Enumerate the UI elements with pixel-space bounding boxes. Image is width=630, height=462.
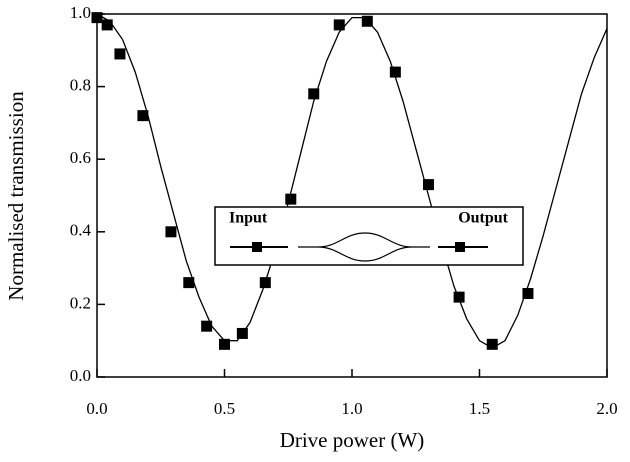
x-tick-label: 0.5 (214, 399, 235, 418)
x-tick-label: 1.5 (469, 399, 490, 418)
input-marker (252, 242, 262, 252)
inset-diagram: Input Output (214, 206, 524, 266)
data-point (219, 338, 230, 350)
data-point (522, 288, 534, 300)
data-point (333, 19, 345, 31)
data-point (91, 12, 103, 24)
interferometer (298, 232, 430, 262)
y-tick-label: 1.0 (70, 3, 91, 22)
data-point (165, 226, 177, 238)
data-point (236, 327, 248, 339)
output-marker (455, 242, 465, 252)
data-point (101, 19, 113, 31)
y-axis-label: Normalised transmission (4, 91, 28, 301)
inset-input-label: Input (229, 210, 268, 227)
x-tick-label: 0.0 (86, 399, 107, 418)
plot-frame (96, 13, 608, 378)
y-tick-label: 0.6 (70, 148, 91, 167)
data-point (114, 48, 126, 60)
data-point (423, 179, 434, 191)
inset-box (214, 206, 524, 266)
inset-output-label: Output (458, 210, 508, 227)
data-point (308, 88, 320, 100)
data-point (259, 277, 271, 289)
data-point (285, 193, 297, 205)
y-tick-label: 0.0 (70, 366, 91, 385)
data-point (453, 291, 465, 303)
data-point (137, 110, 149, 122)
y-tick-label: 0.4 (70, 221, 92, 240)
x-tick-label: 2.0 (596, 399, 617, 418)
data-point (389, 66, 401, 78)
x-axis-label: Drive power (W) (280, 428, 425, 452)
data-point (201, 320, 213, 332)
data-point (486, 338, 498, 350)
y-tick-label: 0.8 (70, 76, 91, 95)
data-point (183, 277, 195, 289)
fit-line (96, 13, 608, 349)
x-tick-label: 1.0 (341, 399, 362, 418)
y-tick-label: 0.2 (70, 293, 91, 312)
data-point (361, 15, 373, 27)
